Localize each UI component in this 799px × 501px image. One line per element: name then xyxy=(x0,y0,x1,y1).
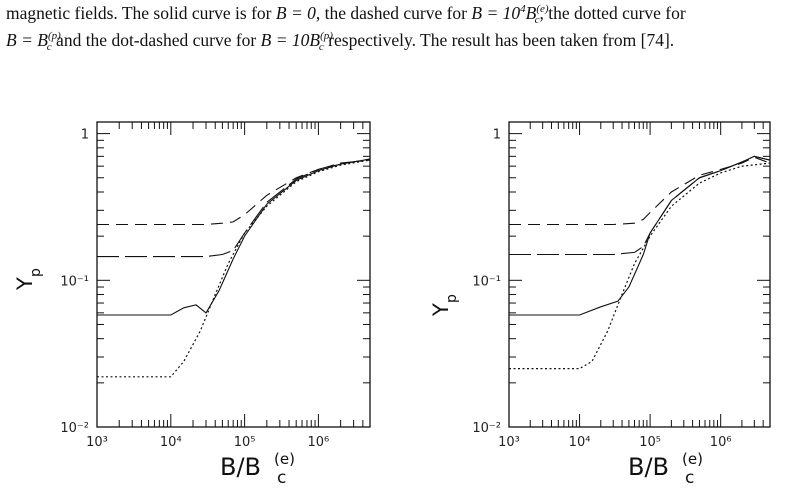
series-line-dot-dashed xyxy=(97,159,371,258)
x-axis-label-sup: (e) xyxy=(274,450,295,468)
y-axis-label: Y xyxy=(13,277,37,291)
y-axis-label-group: Yp xyxy=(13,268,44,291)
series-line-solid xyxy=(97,158,371,316)
caption-eq-dotted: B = B(p)c xyxy=(6,30,61,53)
y-axis-label: Y xyxy=(429,303,453,317)
x-axis-label-sub: c xyxy=(685,468,694,488)
x-tick-label: 10⁴ xyxy=(160,435,182,450)
caption-eq-dashed: B = 104B(e)c xyxy=(471,3,549,26)
x-axis-label: B/B xyxy=(220,453,261,481)
y-tick-label: 1 xyxy=(81,128,89,143)
caption-text: , the dotted curve for xyxy=(539,3,686,23)
x-tick-label: 10⁶ xyxy=(710,435,732,450)
figure-caption: magnetic fields. The solid curve is for … xyxy=(6,0,796,54)
series-line-dashed xyxy=(509,156,771,226)
series-line-dotted xyxy=(509,162,771,370)
x-tick-label: 10³ xyxy=(86,435,108,450)
series-line-dotted xyxy=(97,159,371,378)
x-tick-label: 10⁵ xyxy=(639,435,661,450)
y-tick-label: 10⁻¹ xyxy=(472,274,501,289)
caption-eq-zero: B = 0 xyxy=(275,3,316,23)
y-tick-label: 10⁻² xyxy=(60,421,89,436)
y-tick-label: 1 xyxy=(493,128,501,143)
x-axis-label-sup: (e) xyxy=(682,450,703,468)
x-axis-label-sub: c xyxy=(277,468,286,488)
plot-frame xyxy=(508,121,771,428)
caption-line-2: B = B(p)c and the dot-dashed curve for B… xyxy=(6,30,675,53)
series-line-dashed xyxy=(97,158,371,226)
caption-text: , the dashed curve for xyxy=(315,3,472,23)
x-tick-label: 10³ xyxy=(498,435,520,450)
x-tick-label: 10⁵ xyxy=(234,435,256,450)
caption-text: and the dot-dashed curve for xyxy=(51,30,261,50)
chart-panel-1: 10³ 10⁴ 10⁵ 10⁶ 1 10⁻¹ 10⁻² B/B (e)c Yp xyxy=(13,121,371,488)
citation-link[interactable]: [74] xyxy=(640,30,670,50)
chart-panel-2: 10³ 10⁴ 10⁵ 10⁶ 1 10⁻¹ 10⁻² B/B (e)c Yp xyxy=(429,121,771,488)
caption-text: respectively. The result has been taken … xyxy=(323,30,641,50)
y-axis-label-sub: p xyxy=(28,268,44,277)
caption-line-1: magnetic fields. The solid curve is for … xyxy=(6,0,796,27)
x-tick-label: 10⁴ xyxy=(569,435,591,450)
series-line-dot-dashed xyxy=(509,155,771,256)
x-axis-label: B/B xyxy=(628,453,669,481)
y-axis-label-sub: p xyxy=(444,294,460,303)
caption-eq-dotdash: B = 10B(p)c xyxy=(260,30,333,53)
y-tick-label: 10⁻² xyxy=(472,421,501,436)
x-tick-label: 10⁶ xyxy=(308,435,330,450)
series-line-solid xyxy=(509,155,771,316)
caption-text: magnetic fields. The solid curve is for xyxy=(6,3,276,23)
y-axis-label-group: Yp xyxy=(429,294,460,317)
y-tick-label: 10⁻¹ xyxy=(60,274,89,289)
